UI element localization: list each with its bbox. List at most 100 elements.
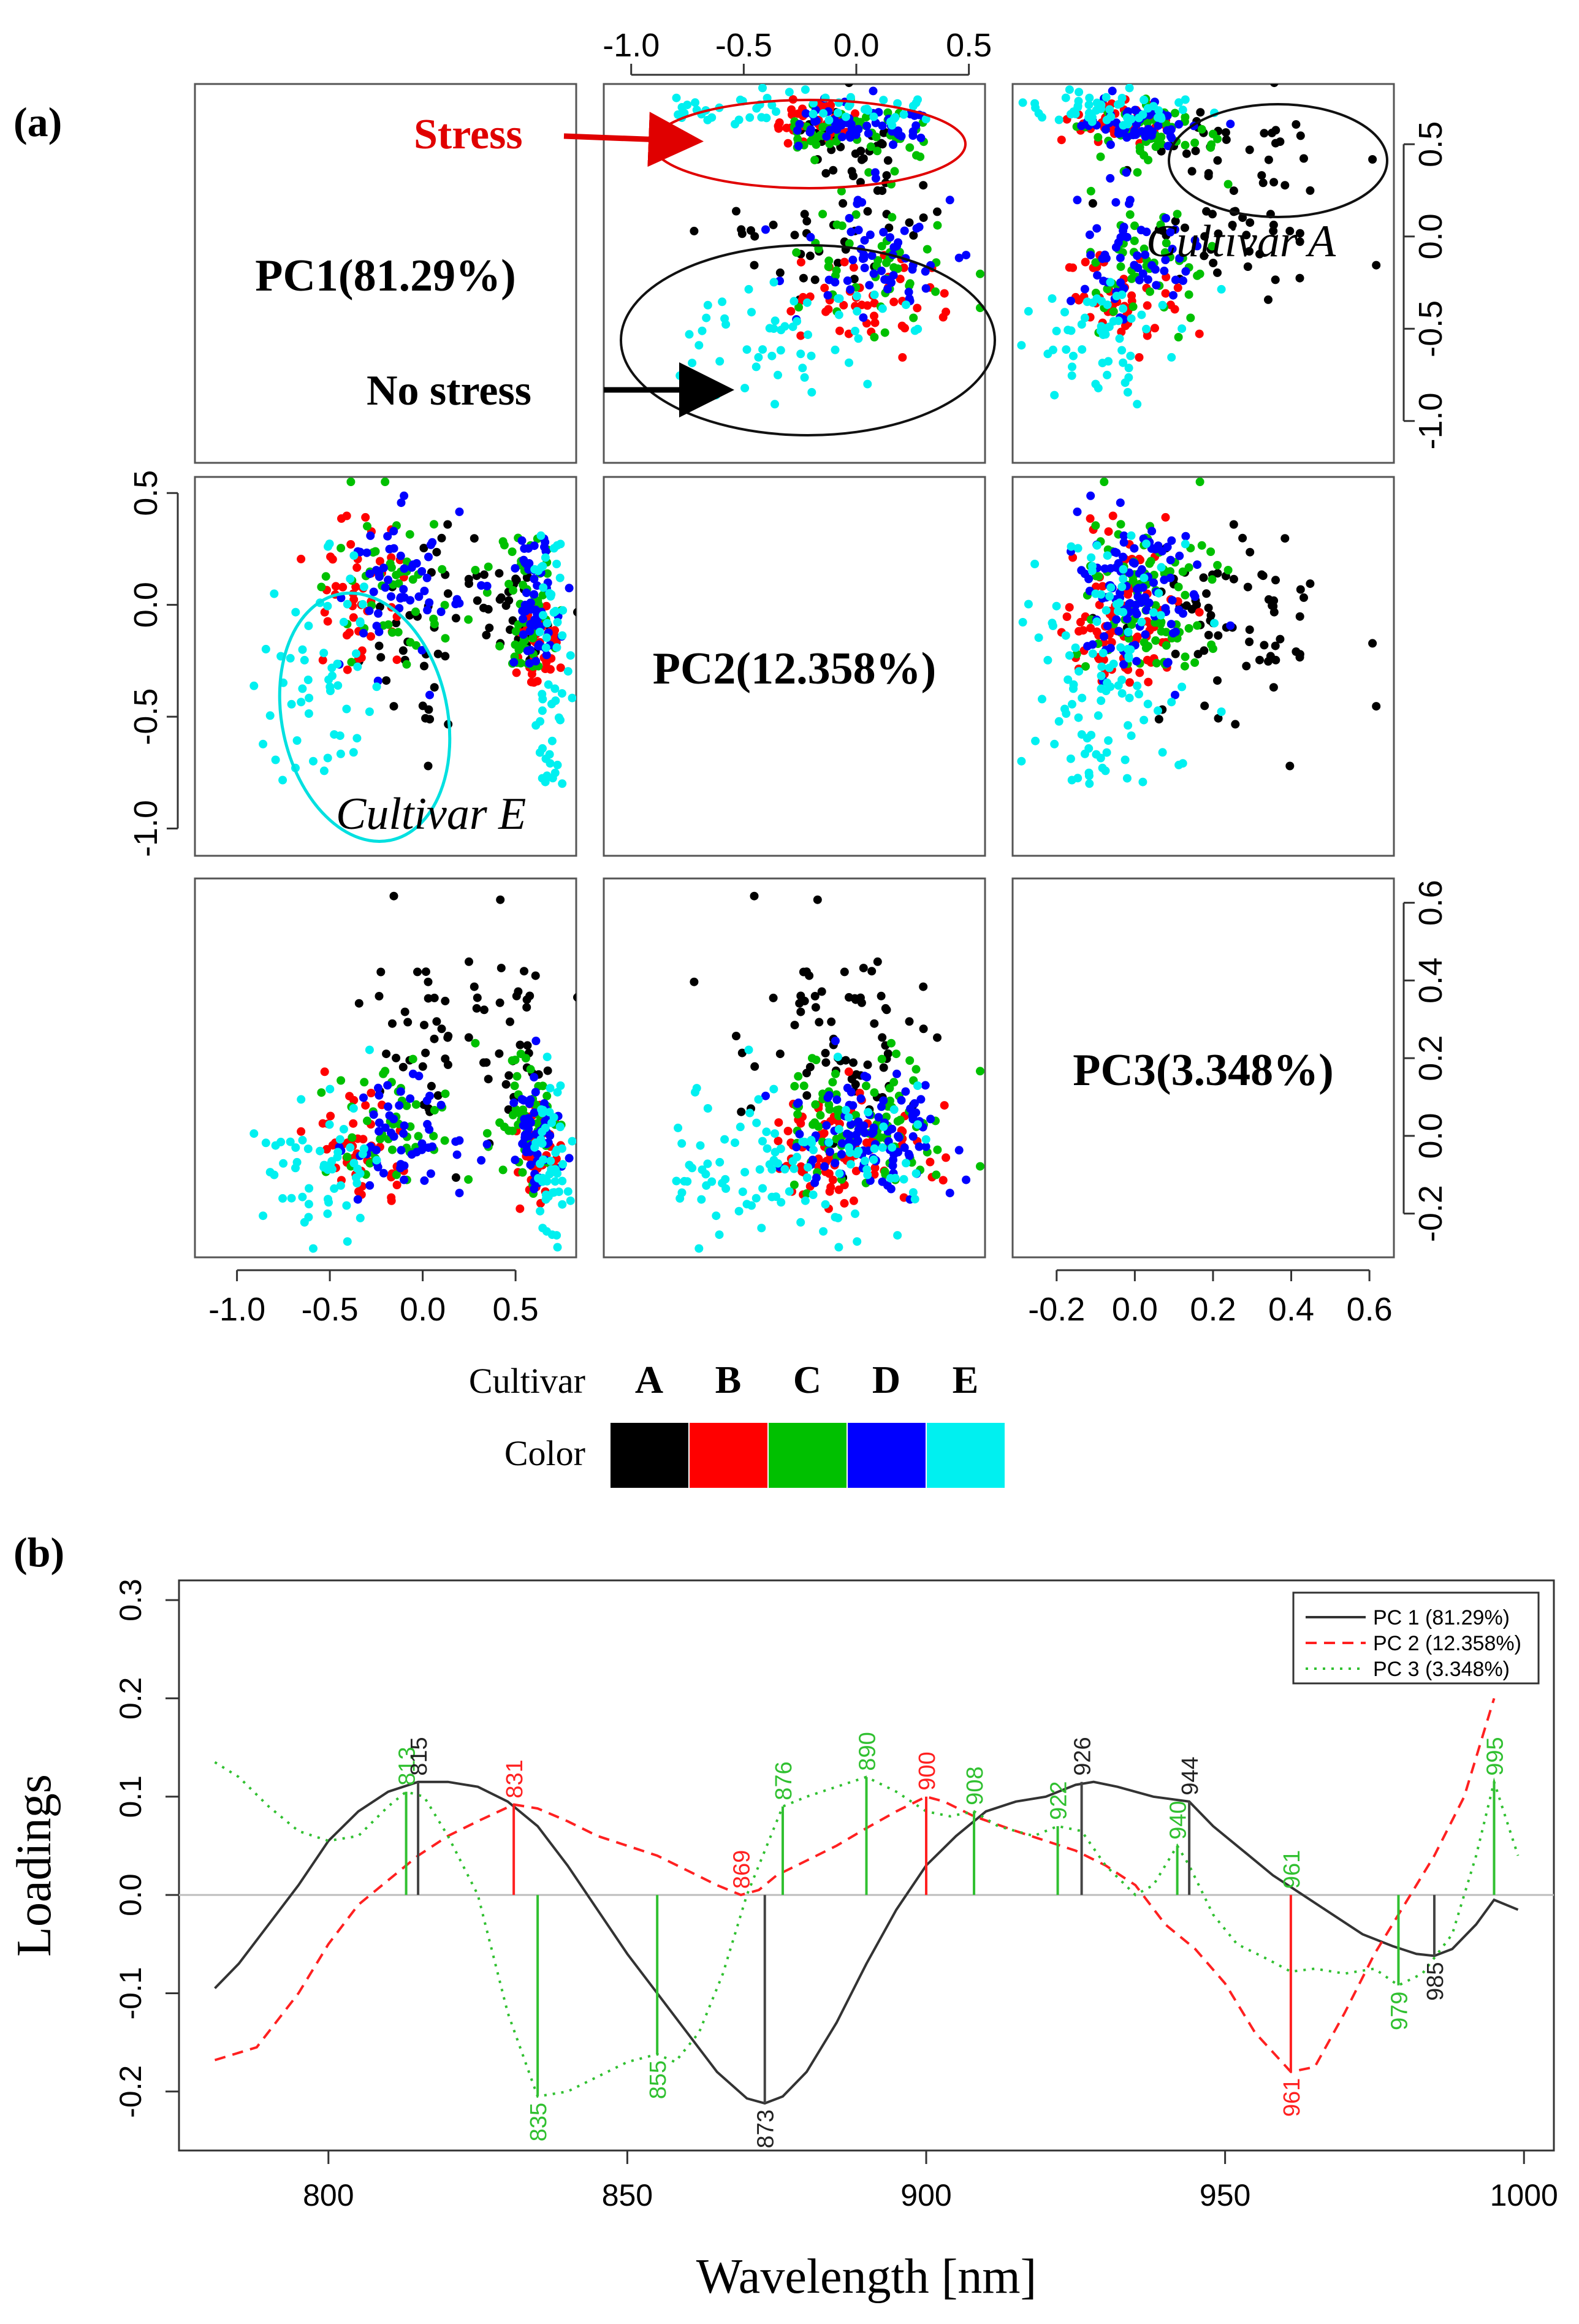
score-point-d — [1226, 120, 1235, 129]
score-point-e — [1101, 606, 1111, 615]
score-point-c — [845, 239, 854, 248]
score-point-e — [1034, 633, 1043, 642]
score-point-c — [824, 1100, 834, 1110]
score-point-e — [1140, 573, 1149, 582]
score-point-d — [383, 1081, 392, 1090]
score-point-c — [1128, 576, 1138, 585]
peak-label: 922 — [1046, 1781, 1072, 1819]
score-point-d — [1147, 527, 1157, 536]
score-point-e — [259, 739, 268, 749]
score-point-e — [734, 1206, 744, 1216]
score-point-e — [568, 693, 576, 703]
legend-cultivar-label: Cultivar — [469, 1361, 585, 1401]
score-point-e — [552, 643, 561, 652]
score-point-b — [318, 1119, 327, 1128]
score-point-e — [1063, 675, 1073, 684]
score-point-d — [908, 1111, 917, 1120]
score-point-e — [1116, 643, 1125, 652]
score-point-e — [550, 684, 560, 693]
score-point-a — [1306, 186, 1315, 195]
score-point-c — [429, 614, 438, 623]
score-point-e — [913, 1081, 922, 1090]
score-point-e — [844, 1113, 853, 1122]
score-point-e — [777, 1198, 786, 1207]
score-point-c — [1162, 628, 1171, 637]
score-point-d — [408, 1069, 417, 1078]
score-point-e — [1105, 663, 1114, 672]
score-point-d — [1226, 621, 1235, 630]
score-point-b — [297, 1127, 306, 1136]
score-point-d — [1166, 620, 1176, 629]
score-point-a — [790, 1021, 799, 1030]
score-point-e — [1087, 117, 1097, 126]
score-point-d — [894, 131, 904, 140]
score-point-a — [1200, 646, 1209, 655]
score-point-e — [796, 1217, 805, 1227]
score-point-e — [304, 621, 313, 630]
score-point-e — [1167, 352, 1176, 362]
score-point-a — [1246, 218, 1255, 227]
score-point-c — [1151, 142, 1160, 151]
score-point-e — [558, 606, 568, 615]
score-point-b — [940, 1101, 949, 1110]
score-point-e — [353, 662, 362, 671]
peak-label: 815 — [406, 1737, 432, 1775]
score-point-d — [425, 598, 434, 607]
score-point-e — [1080, 749, 1089, 758]
score-point-a — [873, 957, 882, 966]
score-point-e — [845, 1143, 853, 1152]
score-point-b — [896, 275, 905, 284]
score-point-e — [842, 112, 850, 121]
score-point-c — [1184, 290, 1193, 299]
score-point-b — [862, 1138, 871, 1148]
score-point-e — [694, 1244, 704, 1253]
score-point-c — [384, 620, 393, 629]
score-point-e — [325, 1084, 335, 1094]
score-point-d — [1132, 609, 1141, 619]
score-point-e — [1097, 696, 1106, 705]
score-point-a — [470, 982, 479, 991]
score-point-d — [1130, 544, 1139, 553]
score-point-c — [1128, 302, 1138, 311]
score-point-a — [1255, 250, 1264, 259]
score-point-e — [547, 590, 556, 599]
score-point-a — [873, 186, 882, 195]
score-point-d — [889, 140, 897, 149]
score-point-e — [824, 116, 834, 124]
y-tick-label: 0.3 — [113, 1579, 148, 1621]
score-point-c — [1135, 147, 1144, 156]
score-point-e — [552, 1145, 561, 1154]
score-point-c — [438, 565, 447, 574]
score-point-c — [816, 1111, 825, 1120]
score-point-e — [685, 1160, 694, 1170]
score-point-a — [851, 1080, 860, 1089]
score-point-e — [893, 99, 902, 108]
score-point-b — [942, 1153, 951, 1162]
score-point-a — [1260, 129, 1269, 138]
score-point-e — [1140, 715, 1149, 725]
score-point-a — [421, 1048, 430, 1057]
score-point-d — [848, 256, 858, 264]
score-point-d — [1099, 276, 1108, 286]
score-point-c — [1197, 124, 1206, 134]
score-point-e — [1102, 748, 1111, 757]
score-point-e — [349, 748, 358, 757]
score-point-b — [322, 1145, 331, 1154]
score-point-a — [1372, 261, 1381, 270]
score-point-a — [495, 1049, 504, 1058]
score-point-e — [536, 531, 546, 540]
score-point-e — [1060, 308, 1069, 317]
score-point-e — [304, 1200, 313, 1209]
score-point-e — [809, 1191, 818, 1199]
score-point-a — [1295, 237, 1304, 246]
score-point-c — [851, 210, 861, 219]
score-point-b — [343, 631, 351, 640]
score-point-c — [1156, 220, 1165, 229]
score-point-e — [1119, 608, 1128, 617]
score-point-e — [1073, 544, 1082, 553]
score-point-e — [780, 1165, 790, 1174]
score-point-a — [1228, 221, 1237, 230]
score-point-d — [867, 251, 877, 260]
score-point-a — [1292, 120, 1301, 129]
score-point-a — [430, 683, 439, 692]
